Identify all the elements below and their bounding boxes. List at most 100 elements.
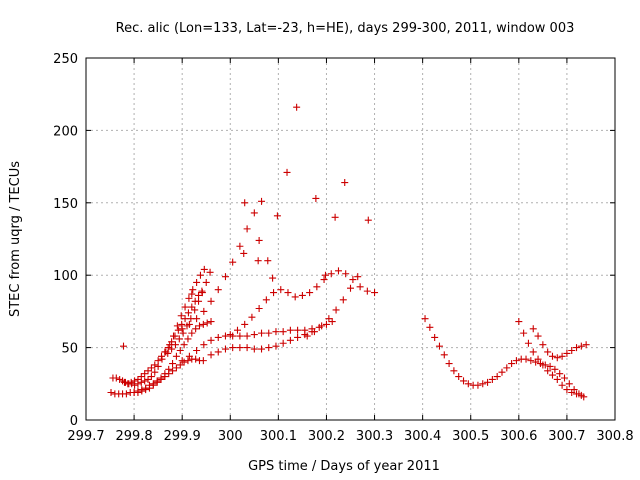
data-point — [221, 345, 229, 353]
data-point — [298, 291, 306, 299]
data-point — [161, 370, 169, 378]
data-point — [243, 332, 251, 340]
data-point — [169, 367, 177, 375]
data-point — [464, 380, 472, 388]
data-point — [189, 286, 197, 294]
data-point — [195, 297, 203, 305]
data-point — [200, 341, 208, 349]
data-point — [565, 380, 573, 388]
data-point — [192, 325, 200, 333]
data-point — [134, 375, 142, 383]
data-point — [107, 388, 115, 396]
grid-lines — [86, 58, 615, 420]
data-point — [264, 257, 272, 265]
data-point — [153, 378, 161, 386]
data-point — [226, 331, 234, 339]
data-point — [431, 333, 439, 341]
data-point — [488, 375, 496, 383]
x-tick-label: 300.6 — [500, 429, 537, 444]
data-point — [120, 342, 128, 350]
data-point — [529, 348, 537, 356]
data-point — [188, 329, 196, 337]
data-point — [563, 386, 571, 394]
data-point — [229, 258, 237, 266]
data-point — [354, 273, 362, 281]
data-point — [134, 388, 142, 396]
data-point — [527, 357, 535, 365]
y-tick-labels: 0 50 100 150 200 250 — [53, 52, 78, 429]
data-point — [202, 278, 210, 286]
data-point — [172, 364, 180, 372]
data-point — [286, 326, 294, 334]
data-point — [127, 378, 135, 386]
data-point — [151, 368, 159, 376]
data-point — [172, 352, 180, 360]
x-tick-label: 300.5 — [452, 429, 489, 444]
data-point — [262, 296, 270, 304]
data-point — [312, 194, 320, 202]
data-point — [277, 286, 285, 294]
data-point — [318, 322, 326, 330]
data-point — [474, 381, 482, 389]
data-point — [356, 283, 364, 291]
data-point — [185, 294, 193, 302]
data-point — [180, 341, 188, 349]
data-point — [214, 348, 222, 356]
data-point — [171, 341, 179, 349]
data-point — [445, 360, 453, 368]
data-point — [265, 329, 273, 337]
data-point — [199, 357, 207, 365]
data-point — [176, 361, 184, 369]
data-point — [450, 367, 458, 375]
data-point — [255, 305, 263, 313]
data-point — [141, 377, 149, 385]
data-point — [313, 283, 321, 291]
data-point — [332, 306, 340, 314]
data-point — [426, 323, 434, 331]
data-point — [214, 333, 222, 341]
data-point — [341, 179, 349, 187]
data-point — [112, 374, 120, 382]
data-point — [200, 265, 208, 273]
data-point — [258, 329, 266, 337]
data-point — [371, 289, 379, 297]
data-point — [561, 374, 569, 382]
data-point — [168, 338, 176, 346]
data-point — [364, 216, 372, 224]
data-point — [294, 333, 302, 341]
data-point — [207, 336, 215, 344]
y-tick-label: 100 — [53, 269, 78, 284]
data-point — [171, 332, 179, 340]
data-point — [173, 322, 181, 330]
data-point — [157, 374, 165, 382]
data-point — [258, 197, 266, 205]
data-point — [284, 289, 292, 297]
data-point — [498, 368, 506, 376]
data-point — [440, 351, 448, 359]
data-point — [142, 386, 150, 394]
data-point — [178, 325, 186, 333]
data-point — [520, 329, 528, 337]
data-point — [214, 286, 222, 294]
data-point — [503, 364, 511, 372]
data-point — [240, 249, 248, 257]
data-point — [331, 213, 339, 221]
data-point — [195, 322, 203, 330]
data-point — [141, 370, 149, 378]
data-point — [250, 345, 258, 353]
data-point — [193, 315, 201, 323]
data-point — [165, 365, 173, 373]
data-point — [551, 365, 559, 373]
data-point — [291, 293, 299, 301]
data-point — [484, 378, 492, 386]
data-point — [199, 320, 207, 328]
data-point — [293, 103, 301, 111]
data-point — [151, 361, 159, 369]
data-point — [568, 388, 576, 396]
data-point — [310, 328, 318, 336]
data-point — [272, 328, 280, 336]
data-point — [188, 290, 196, 298]
data-point — [169, 360, 177, 368]
data-point — [544, 348, 552, 356]
data-point — [325, 315, 333, 323]
